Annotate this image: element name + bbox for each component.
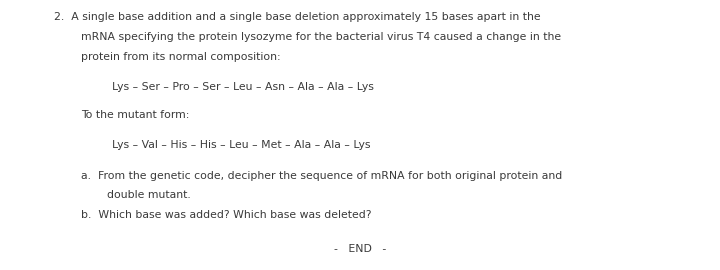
- Text: double mutant.: double mutant.: [107, 190, 190, 200]
- Text: protein from its normal composition:: protein from its normal composition:: [81, 52, 281, 62]
- Text: Lys – Ser – Pro – Ser – Leu – Asn – Ala – Ala – Lys: Lys – Ser – Pro – Ser – Leu – Asn – Ala …: [112, 82, 374, 92]
- Text: 2.  A single base addition and a single base deletion approximately 15 bases apa: 2. A single base addition and a single b…: [54, 12, 541, 22]
- Text: a.  From the genetic code, decipher the sequence of mRNA for both original prote: a. From the genetic code, decipher the s…: [81, 171, 562, 181]
- Text: -   END   -: - END -: [334, 244, 386, 254]
- Text: Lys – Val – His – His – Leu – Met – Ala – Ala – Lys: Lys – Val – His – His – Leu – Met – Ala …: [112, 140, 370, 150]
- Text: To the mutant form:: To the mutant form:: [81, 110, 190, 120]
- Text: b.  Which base was added? Which base was deleted?: b. Which base was added? Which base was …: [81, 210, 372, 220]
- Text: mRNA specifying the protein lysozyme for the bacterial virus T4 caused a change : mRNA specifying the protein lysozyme for…: [81, 32, 562, 42]
